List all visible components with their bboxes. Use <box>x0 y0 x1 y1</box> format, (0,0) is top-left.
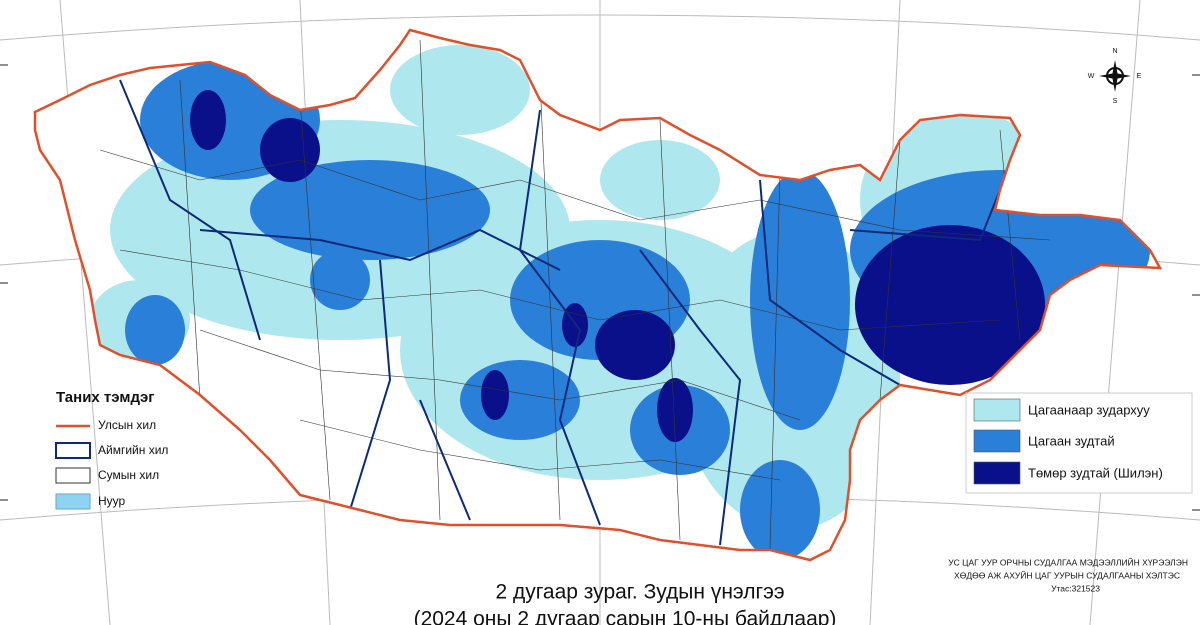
compass-n: N <box>1112 48 1117 55</box>
agency-line: УС ЦАГ УУР ОРЧНЫ СУДАЛГАА МЭДЭЭЛЛИЙН ХҮР… <box>948 556 1188 567</box>
compass: N W E S <box>1088 48 1142 105</box>
severe-zone <box>190 90 1045 442</box>
legend-swatch <box>55 442 91 459</box>
compass-e: E <box>1137 73 1142 80</box>
legend-swatch <box>973 429 1021 453</box>
legend-swatch <box>55 493 91 510</box>
legend-swatch <box>55 467 91 484</box>
legend-item: Улсын хил <box>98 418 156 432</box>
legend-item: Аймгийн хил <box>98 443 168 457</box>
national-border <box>33 28 1163 562</box>
caption: 2 дугаар зураг. Зудын үнэлгээ <box>495 581 784 604</box>
legend-item: Нуур <box>98 494 126 508</box>
legend-swatch <box>973 398 1021 422</box>
agency: УС ЦАГ УУР ОРЧНЫ СУДАЛГАА МЭДЭЭЛЛИЙН ХҮР… <box>948 556 1188 593</box>
assessment-legend: Цагаанаар зудархуу Цагаан зудтай Төмөр з… <box>965 392 1193 494</box>
compass-star <box>1099 60 1131 92</box>
agency-line: Утас:321523 <box>1051 583 1100 593</box>
legend-item: Сумын хил <box>98 468 159 482</box>
legend-item: Төмөр зудтай (Шилэн) <box>1028 465 1163 480</box>
legend-item: Цагаан зудтай <box>1028 433 1115 448</box>
legend-item: Цагаанаар зудархуу <box>1028 402 1150 417</box>
soum-borders <box>99 39 1051 551</box>
legend-swatch <box>973 461 1021 485</box>
compass-w: W <box>1088 73 1095 80</box>
graticule-line <box>1089 0 1141 625</box>
agency-line: ХӨДӨӨ АЖ АХУЙН ЦАГ УУРЫН СУДАЛГААНЫ ХЭЛТ… <box>954 569 1180 580</box>
compass-s: S <box>1113 98 1118 105</box>
legend: Таних тэмдэг Улсын хил Аймгийн хил Сумын… <box>55 389 168 510</box>
aimag-borders <box>119 79 1001 546</box>
caption: (2024 оны 2 дугаар сарын 10-ны байдлаар) <box>414 608 837 625</box>
frame-ticks <box>0 64 1200 511</box>
legend-title: Таних тэмдэг <box>56 389 155 406</box>
